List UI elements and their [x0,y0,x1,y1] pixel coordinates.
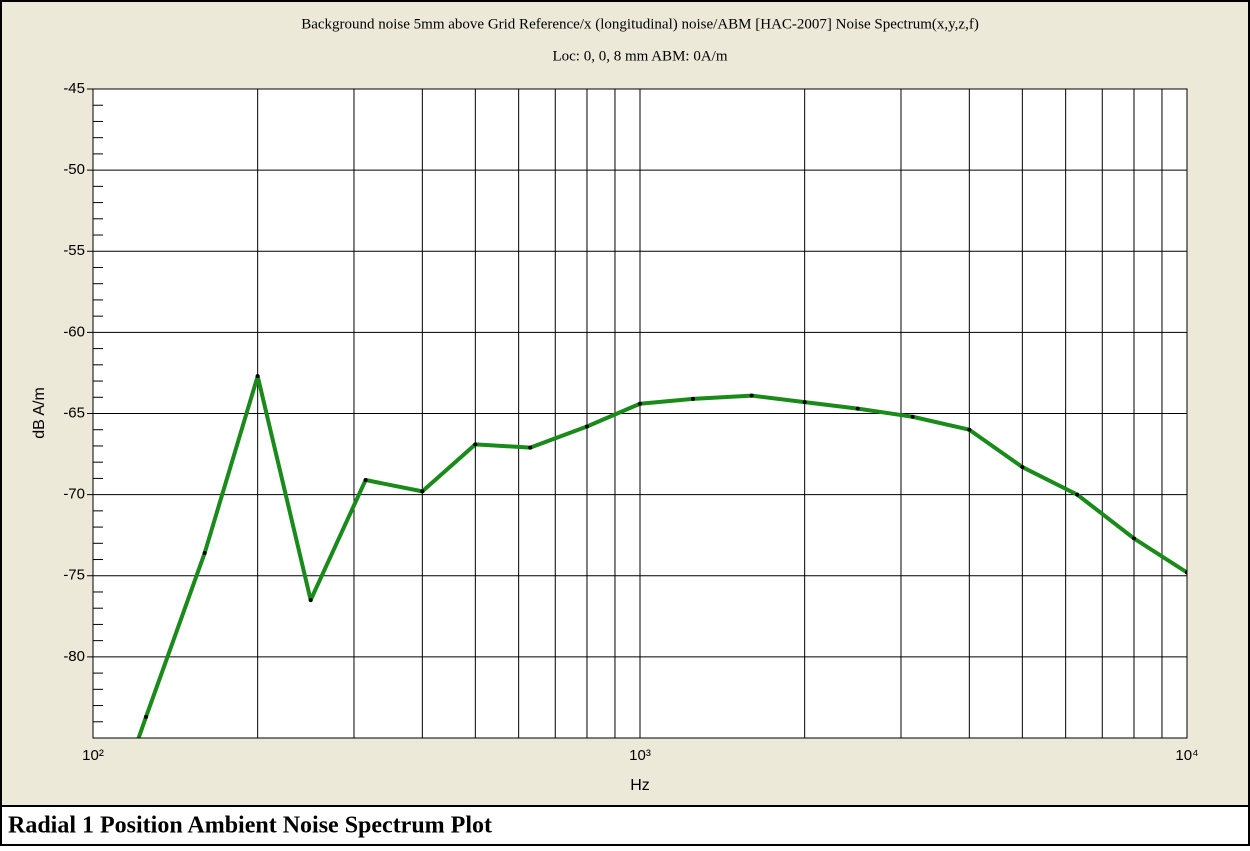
data-point [202,551,207,556]
x-tick-label: 10³ [629,747,651,764]
data-point [749,393,754,398]
caption: Radial 1 Position Ambient Noise Spectrum… [8,813,492,839]
y-tick-label: -80 [63,648,85,665]
data-point [528,445,533,450]
plot-clip [136,374,1187,738]
y-tick-label: -75 [63,567,85,584]
data-point [255,374,260,379]
y-axis-label: dB A/m [31,387,48,439]
data-point [144,714,149,719]
y-tick-label: -45 [63,80,85,97]
data-point [967,427,972,432]
data-point [473,442,478,447]
data-point [802,400,807,405]
y-tick-label: -55 [63,242,85,259]
data-point [1020,465,1025,470]
caption-box [0,805,1250,846]
data-point [1131,536,1136,541]
chart-title: Background noise 5mm above Grid Referenc… [301,16,979,32]
y-tick-label: -65 [63,404,85,421]
x-axis-label: Hz [630,777,650,794]
data-point [691,396,696,401]
data-point [308,598,313,603]
data-point [638,401,642,406]
y-tick-label: -50 [63,161,85,178]
plot-border [92,88,1188,739]
y-tick-label: -60 [63,323,85,340]
data-point [855,406,860,411]
y-tick-label: -70 [63,486,85,503]
x-tick-label: 10² [82,747,104,764]
data-point [910,414,915,419]
chart-subtitle: Loc: 0, 0, 8 mm ABM: 0A/m [552,48,727,64]
data-point [420,489,425,494]
x-tick-label: 10⁴ [1175,747,1198,764]
data-point [363,478,368,483]
data-point [584,424,589,429]
data-point [1075,492,1080,497]
